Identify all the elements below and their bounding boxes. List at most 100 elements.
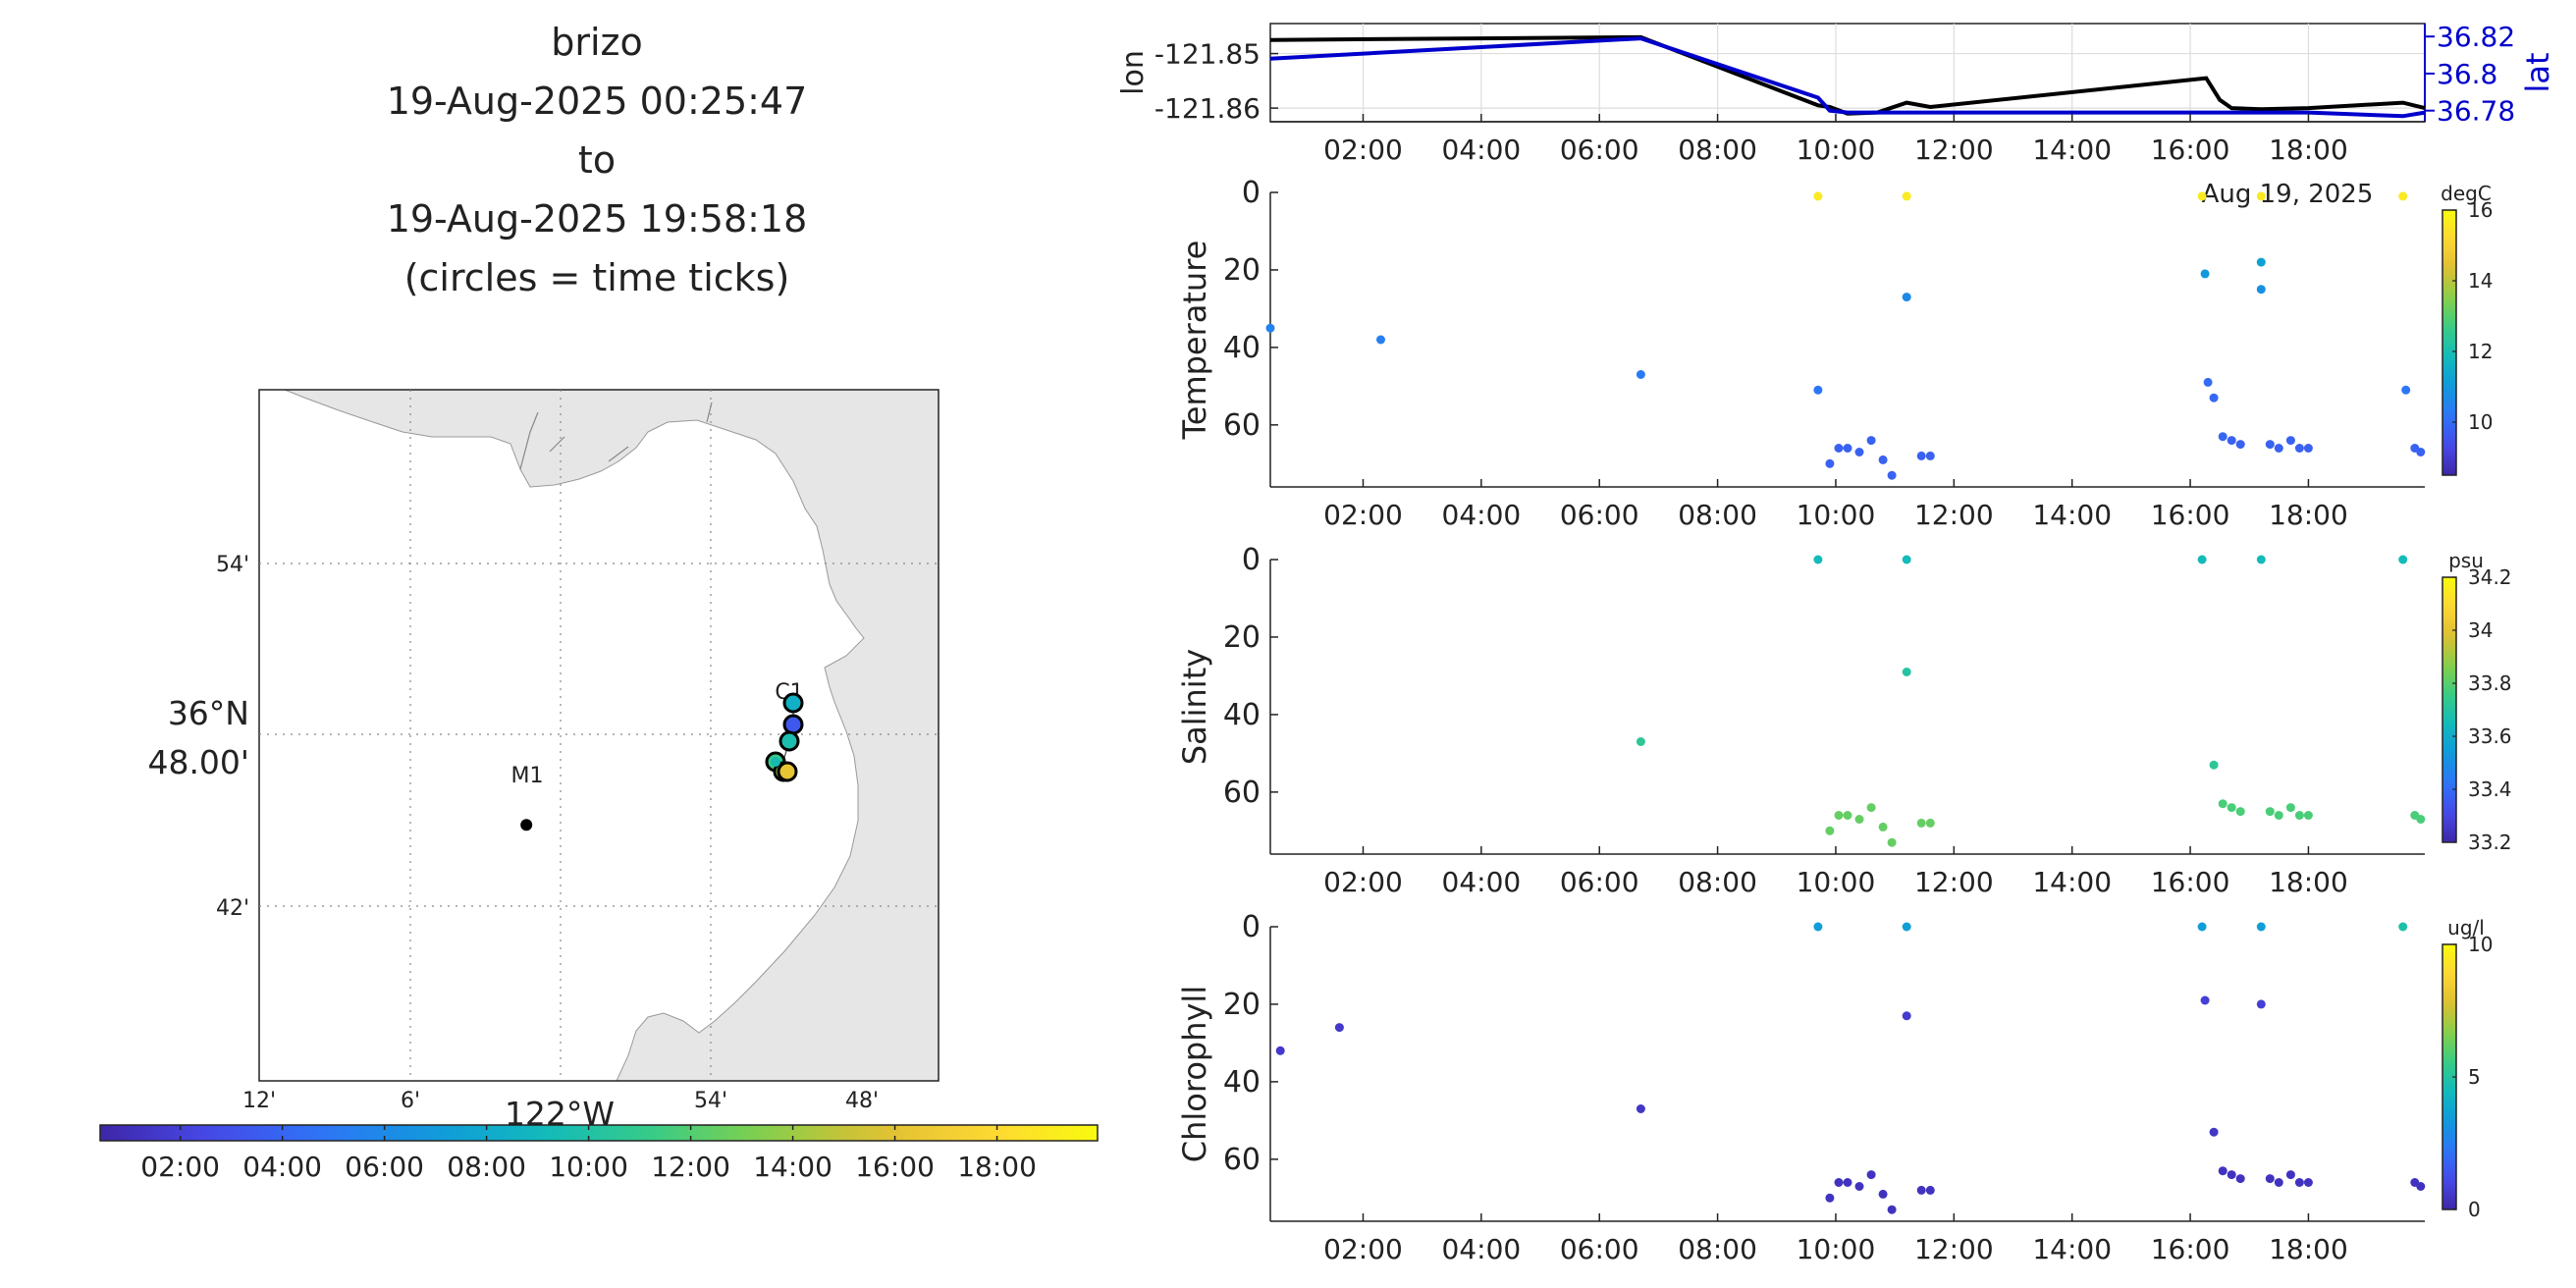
map-land xyxy=(284,389,939,1082)
chlorophyll-data-point xyxy=(2416,1182,2426,1191)
salinity-data-point xyxy=(1834,811,1844,820)
temperature-x-tick-label: 08:00 xyxy=(1678,499,1757,531)
chlorophyll-x-tick-label: 02:00 xyxy=(1323,1233,1403,1265)
temperature-x-tick-label: 14:00 xyxy=(2032,499,2112,531)
temperature-x-tick-label: 16:00 xyxy=(2151,499,2230,531)
station-marker-m1 xyxy=(520,819,533,832)
map-lon-tick-2: 6' xyxy=(401,1089,420,1113)
salinity-data-point xyxy=(1902,668,1911,676)
salinity-data-point xyxy=(2416,815,2426,824)
chlorophyll-data-point xyxy=(2209,1127,2219,1137)
chlorophyll-data-point xyxy=(1887,1205,1897,1214)
salinity-data-point xyxy=(1843,811,1852,820)
salinity-x-tick-label: 16:00 xyxy=(2151,866,2230,898)
salinity-colorbar-unit: psu xyxy=(2448,549,2484,572)
salinity-x-tick-label: 10:00 xyxy=(1797,866,1876,898)
salinity-x-tick-label: 12:00 xyxy=(1914,866,1994,898)
lonlat-x-tick-label: 16:00 xyxy=(2151,134,2230,166)
chlorophyll-data-point xyxy=(1334,1023,1344,1033)
salinity-data-point xyxy=(2209,760,2219,770)
salinity-y-tick-label: 40 xyxy=(1223,698,1261,732)
lonlat-y2-label: lat xyxy=(2519,52,2556,92)
title-line-5: (circles = time ticks) xyxy=(404,256,790,299)
salinity-colorbar-tick-label: 34 xyxy=(2468,618,2493,642)
salinity-data-point xyxy=(2227,803,2236,813)
salinity-x-tick-label: 02:00 xyxy=(1323,866,1403,898)
lonlat-x-tick-label: 02:00 xyxy=(1323,134,1403,166)
chlorophyll-y-tick-label: 60 xyxy=(1223,1143,1261,1177)
temperature-data-point xyxy=(1866,436,1876,446)
temperature-x-tick-label: 02:00 xyxy=(1323,499,1403,531)
salinity-data-point xyxy=(2265,807,2275,817)
chlorophyll-data-point xyxy=(2256,922,2266,932)
chlorophyll-data-point xyxy=(2227,1170,2236,1180)
chlorophyll-data-point xyxy=(2235,1174,2245,1184)
chlorophyll-x-tick-label: 06:00 xyxy=(1560,1233,1639,1265)
chlorophyll-data-point xyxy=(2256,999,2266,1009)
temperature-colorbar-tick-label: 12 xyxy=(2468,340,2493,363)
map-lon-tick-1: 12' xyxy=(242,1089,276,1113)
chlorophyll-colorbar-tick-label: 5 xyxy=(2468,1065,2481,1089)
temperature-colorbar xyxy=(2442,209,2457,476)
temperature-data-point xyxy=(2398,191,2408,201)
lonlat-y2-tick-label: 36.8 xyxy=(2437,58,2497,90)
salinity-y-tick-label: 0 xyxy=(1242,543,1261,577)
salinity-x-tick-label: 06:00 xyxy=(1560,866,1639,898)
temperature-x-tick-label: 18:00 xyxy=(2269,499,2348,531)
track-point xyxy=(771,757,780,767)
temperature-colorbar-unit: degC xyxy=(2441,182,2492,205)
lonlat-x-tick-label: 04:00 xyxy=(1442,134,1522,166)
chlorophyll-data-point xyxy=(1813,922,1823,932)
chlorophyll-data-point xyxy=(1854,1182,1864,1191)
salinity-data-point xyxy=(2197,555,2207,564)
salinity-colorbar xyxy=(2442,576,2457,843)
chlorophyll-y-tick-label: 0 xyxy=(1242,910,1261,944)
salinity-data-point xyxy=(2285,803,2295,813)
temperature-data-point xyxy=(2265,440,2275,450)
chlorophyll-x-tick-label: 12:00 xyxy=(1914,1233,1994,1265)
temperature-data-point xyxy=(1813,191,1823,201)
map-frame xyxy=(258,389,939,1082)
lonlat-x-tick-label: 12:00 xyxy=(1914,134,1994,166)
chlorophyll-data-point xyxy=(2398,922,2408,932)
temperature-data-point xyxy=(1376,335,1385,345)
map-river-1 xyxy=(519,402,713,470)
temperature-data-point xyxy=(1887,470,1897,480)
chlorophyll-data-point xyxy=(1902,1011,1911,1021)
lonlat-y2-tick-label: 36.78 xyxy=(2437,95,2515,128)
chlorophyll-data-point xyxy=(1902,922,1911,932)
temperature-data-point xyxy=(1265,323,1275,333)
salinity-colorbar-tick-label: 33.2 xyxy=(2468,831,2512,854)
chlorophyll-x-tick-label: 14:00 xyxy=(2032,1233,2112,1265)
chlorophyll-y-tick-label: 20 xyxy=(1223,988,1261,1022)
map-lon-tick-4: 48' xyxy=(845,1089,879,1113)
track-time-circle xyxy=(782,714,804,735)
chlorophyll-data-point xyxy=(1636,1104,1645,1113)
temperature-data-point xyxy=(2256,285,2266,295)
lonlat-y-tick-label: -121.85 xyxy=(1154,38,1261,71)
temperature-y-label: Temperature xyxy=(1176,241,1213,441)
chlorophyll-y-tick-label: 40 xyxy=(1223,1065,1261,1100)
chlorophyll-x-tick-label: 18:00 xyxy=(2269,1233,2348,1265)
lonlat-x-tick-label: 14:00 xyxy=(2032,134,2112,166)
temperature-colorbar-tick-label: 14 xyxy=(2468,269,2493,293)
temperature-data-point xyxy=(2227,436,2236,446)
lonlat-y-label: lon xyxy=(1116,50,1151,95)
salinity-colorbar-tick-label: 34.2 xyxy=(2468,565,2512,589)
salinity-x-tick-label: 08:00 xyxy=(1678,866,1757,898)
time-colorbar-tick-label: 12:00 xyxy=(651,1151,730,1183)
salinity-data-point xyxy=(1887,837,1897,847)
time-colorbar-tick-label: 06:00 xyxy=(345,1151,424,1183)
salinity-data-point xyxy=(1825,826,1835,835)
temperature-colorbar-tick-label: 16 xyxy=(2468,198,2493,222)
temperature-data-point xyxy=(2218,432,2227,442)
temperature-data-point xyxy=(1825,458,1835,468)
map-track xyxy=(765,692,804,782)
temperature-data-point xyxy=(1636,370,1645,379)
temperature-data-point xyxy=(2256,257,2266,267)
lonlat-x-tick-label: 08:00 xyxy=(1678,134,1757,166)
salinity-x-tick-label: 18:00 xyxy=(2269,866,2348,898)
temperature-y-tick-label: 60 xyxy=(1223,408,1261,443)
track-time-circle xyxy=(777,761,798,782)
